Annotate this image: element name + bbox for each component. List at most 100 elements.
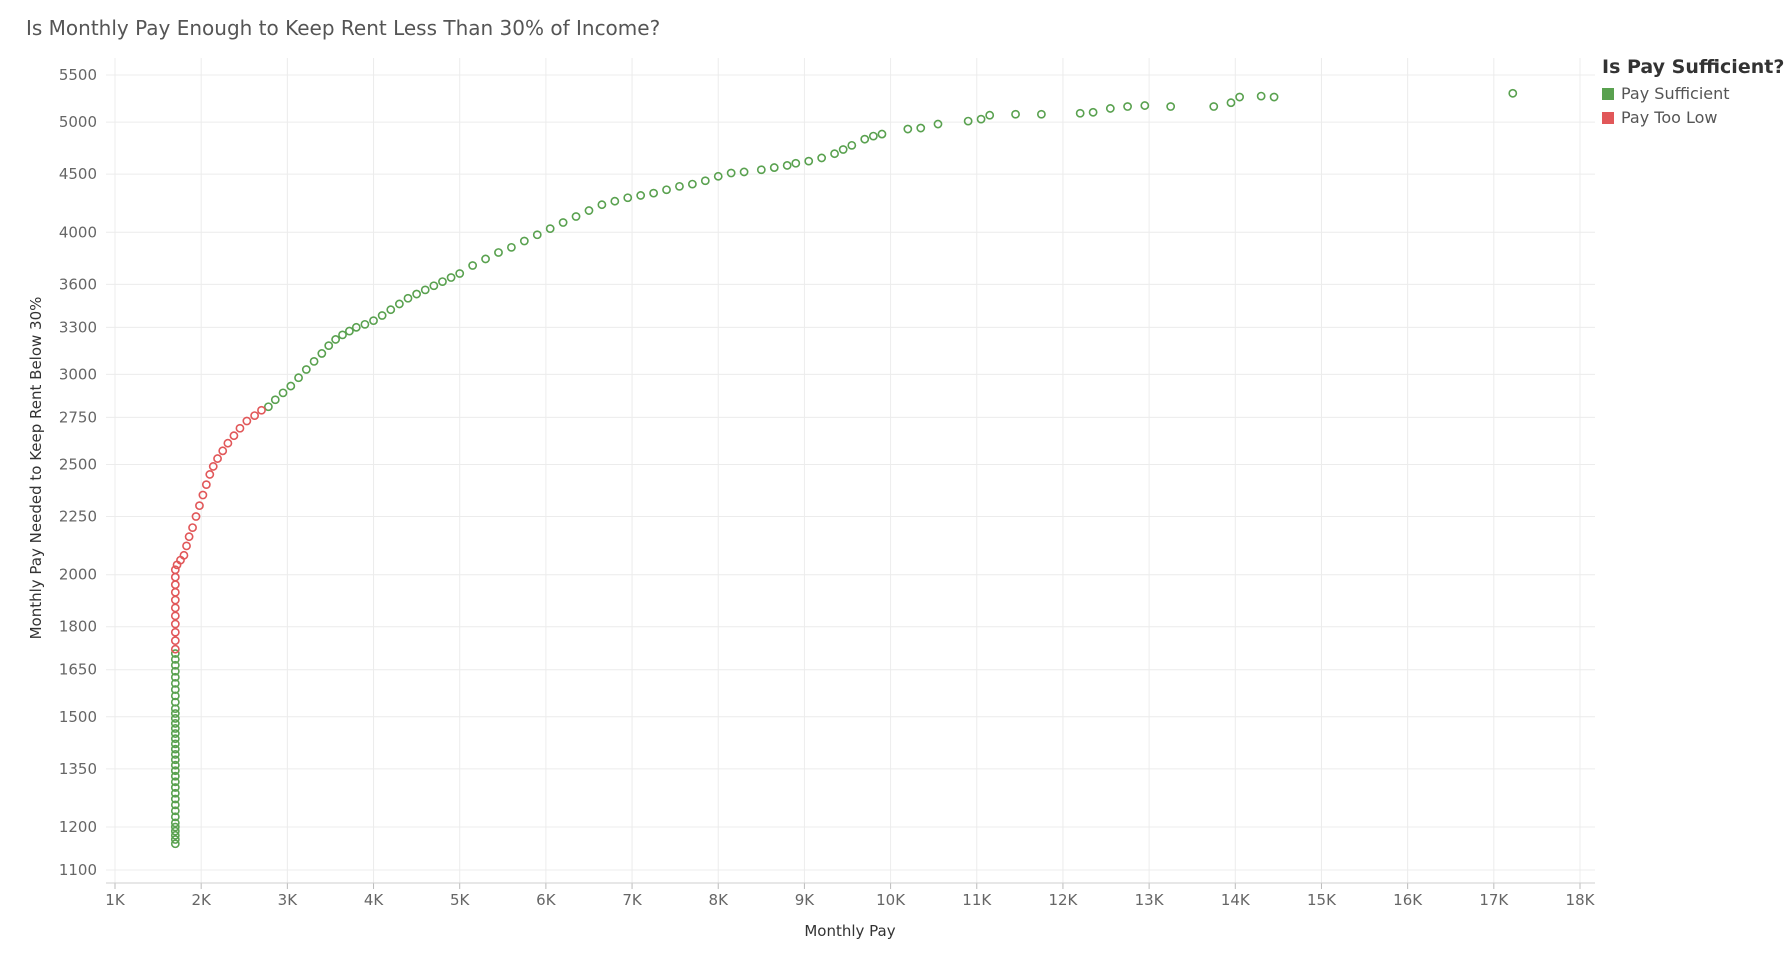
data-point-pay-sufficient[interactable] xyxy=(351,322,361,332)
data-point-pay-sufficient[interactable] xyxy=(739,167,749,177)
data-point-pay-sufficient[interactable] xyxy=(687,179,697,189)
data-point-pay-sufficient[interactable] xyxy=(903,124,913,134)
data-point-pay-sufficient[interactable] xyxy=(331,335,341,344)
data-point-pay-sufficient[interactable] xyxy=(438,277,447,287)
data-point-pay-sufficient[interactable] xyxy=(263,402,273,412)
data-point-pay-sufficient[interactable] xyxy=(170,666,180,676)
data-point-pay-sufficient[interactable] xyxy=(386,305,396,315)
data-point-pay-sufficient[interactable] xyxy=(838,145,848,154)
data-point-pay-sufficient[interactable] xyxy=(170,800,180,810)
data-point-pay-sufficient[interactable] xyxy=(377,311,387,320)
data-point-pay-sufficient[interactable] xyxy=(170,826,180,836)
data-point-pay-sufficient[interactable] xyxy=(791,158,801,168)
data-point-pay-sufficient[interactable] xyxy=(170,672,180,682)
data-point-pay-too-low[interactable] xyxy=(229,431,239,441)
data-point-pay-sufficient[interactable] xyxy=(933,119,943,129)
data-point-pay-sufficient[interactable] xyxy=(713,171,723,181)
data-point-pay-sufficient[interactable] xyxy=(700,176,710,186)
data-point-pay-too-low[interactable] xyxy=(170,627,180,637)
data-point-pay-sufficient[interactable] xyxy=(1226,98,1236,108)
data-point-pay-too-low[interactable] xyxy=(235,423,245,433)
data-point-pay-sufficient[interactable] xyxy=(369,316,378,326)
data-point-pay-sufficient[interactable] xyxy=(170,760,180,770)
data-point-pay-sufficient[interactable] xyxy=(170,729,180,738)
data-point-pay-sufficient[interactable] xyxy=(455,269,465,278)
data-point-pay-sufficient[interactable] xyxy=(860,134,870,144)
data-point-pay-sufficient[interactable] xyxy=(1166,102,1176,111)
data-point-pay-too-low[interactable] xyxy=(205,470,215,479)
data-point-pay-sufficient[interactable] xyxy=(270,395,280,405)
data-point-pay-sufficient[interactable] xyxy=(286,381,296,391)
data-point-pay-sufficient[interactable] xyxy=(170,691,180,701)
data-point-pay-sufficient[interactable] xyxy=(278,388,288,398)
data-point-pay-sufficient[interactable] xyxy=(170,685,180,694)
data-point-pay-sufficient[interactable] xyxy=(1011,109,1020,119)
data-point-pay-sufficient[interactable] xyxy=(344,326,354,336)
data-point-pay-sufficient[interactable] xyxy=(170,734,180,744)
data-point-pay-sufficient[interactable] xyxy=(360,319,370,329)
data-point-pay-too-low[interactable] xyxy=(195,501,204,511)
data-point-pay-sufficient[interactable] xyxy=(170,739,180,749)
data-point-pay-too-low[interactable] xyxy=(213,454,222,463)
data-point-pay-sufficient[interactable] xyxy=(170,818,180,828)
data-point-pay-too-low[interactable] xyxy=(182,541,191,551)
data-point-pay-sufficient[interactable] xyxy=(571,212,581,221)
data-point-pay-sufficient[interactable] xyxy=(963,116,973,126)
data-point-pay-sufficient[interactable] xyxy=(1140,101,1150,110)
data-point-pay-sufficient[interactable] xyxy=(170,755,180,765)
data-point-pay-sufficient[interactable] xyxy=(481,254,490,264)
data-point-pay-too-low[interactable] xyxy=(191,512,201,521)
data-point-pay-sufficient[interactable] xyxy=(170,654,180,664)
data-point-pay-sufficient[interactable] xyxy=(1269,92,1279,102)
legend-item-pay-too-low[interactable]: Pay Too Low xyxy=(1602,108,1784,127)
data-point-pay-sufficient[interactable] xyxy=(649,188,659,198)
data-point-pay-sufficient[interactable] xyxy=(916,123,926,133)
data-point-pay-sufficient[interactable] xyxy=(847,140,857,150)
data-point-pay-sufficient[interactable] xyxy=(170,719,180,728)
data-point-pay-sufficient[interactable] xyxy=(170,777,180,787)
data-point-pay-sufficient[interactable] xyxy=(170,783,180,792)
data-point-pay-too-low[interactable] xyxy=(179,550,189,560)
data-point-pay-too-low[interactable] xyxy=(170,644,180,654)
data-point-pay-too-low[interactable] xyxy=(242,416,252,426)
data-point-pay-sufficient[interactable] xyxy=(782,161,792,170)
data-point-pay-sufficient[interactable] xyxy=(170,835,180,844)
data-point-pay-too-low[interactable] xyxy=(170,565,180,575)
data-point-pay-sufficient[interactable] xyxy=(338,330,347,340)
data-point-pay-sufficient[interactable] xyxy=(403,293,413,303)
data-point-pay-sufficient[interactable] xyxy=(170,660,180,670)
data-point-pay-sufficient[interactable] xyxy=(507,242,516,252)
data-point-pay-too-low[interactable] xyxy=(170,580,180,590)
data-point-pay-sufficient[interactable] xyxy=(1088,107,1098,117)
data-point-pay-sufficient[interactable] xyxy=(394,299,404,309)
data-point-pay-sufficient[interactable] xyxy=(610,196,620,206)
data-point-pay-sufficient[interactable] xyxy=(545,224,555,234)
data-point-pay-sufficient[interactable] xyxy=(532,230,542,240)
data-point-pay-too-low[interactable] xyxy=(170,619,180,629)
data-point-pay-too-low[interactable] xyxy=(170,603,180,613)
data-point-pay-sufficient[interactable] xyxy=(877,129,887,139)
data-point-pay-sufficient[interactable] xyxy=(636,191,646,200)
data-point-pay-sufficient[interactable] xyxy=(170,714,180,723)
data-point-pay-sufficient[interactable] xyxy=(726,168,736,178)
data-point-pay-sufficient[interactable] xyxy=(294,373,303,383)
data-point-pay-sufficient[interactable] xyxy=(1105,104,1115,113)
data-point-pay-sufficient[interactable] xyxy=(170,812,180,822)
data-point-pay-sufficient[interactable] xyxy=(804,156,814,166)
data-point-pay-sufficient[interactable] xyxy=(170,830,180,840)
data-point-pay-sufficient[interactable] xyxy=(662,185,671,195)
data-point-pay-sufficient[interactable] xyxy=(985,110,995,120)
data-point-pay-too-low[interactable] xyxy=(170,636,180,646)
data-point-pay-sufficient[interactable] xyxy=(170,839,180,849)
data-point-pay-sufficient[interactable] xyxy=(309,357,319,366)
data-point-pay-sufficient[interactable] xyxy=(324,341,334,351)
data-point-pay-sufficient[interactable] xyxy=(170,788,180,798)
data-point-pay-too-low[interactable] xyxy=(170,595,180,605)
data-point-pay-too-low[interactable] xyxy=(250,411,260,420)
data-point-pay-sufficient[interactable] xyxy=(584,206,594,215)
data-point-pay-sufficient[interactable] xyxy=(558,218,568,227)
data-point-pay-too-low[interactable] xyxy=(188,523,197,533)
data-point-pay-sufficient[interactable] xyxy=(170,806,180,816)
data-point-pay-sufficient[interactable] xyxy=(170,822,180,832)
data-point-pay-sufficient[interactable] xyxy=(976,114,986,124)
